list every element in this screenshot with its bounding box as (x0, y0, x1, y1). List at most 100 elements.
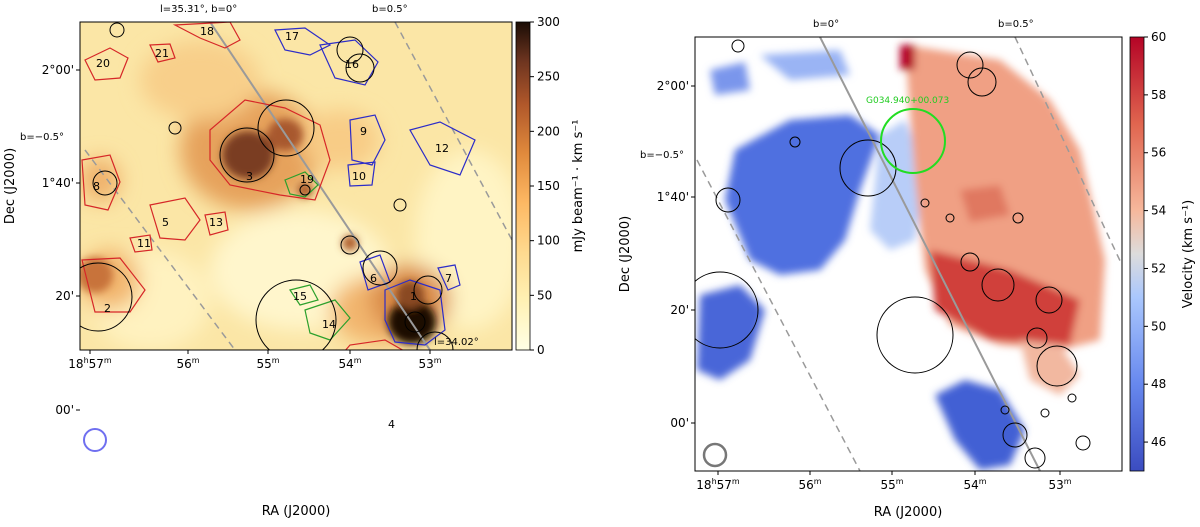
right-axes-frame (694, 36, 1123, 472)
contour-16 (319, 39, 379, 86)
highlight-source-label: G034.940+00.073 (866, 96, 949, 106)
source-circle (1002, 422, 1028, 448)
region-label-14: 14 (322, 318, 336, 331)
source-circle (960, 252, 980, 272)
right-bpos-line (1014, 37, 1122, 266)
right-label-bneg: b=−0.5° (640, 150, 684, 161)
source-circle (695, 271, 759, 349)
left-ytick-label: 00' (55, 403, 74, 417)
source-circle (92, 170, 118, 196)
right-cbar-tick-label: 48 (1151, 377, 1166, 391)
right-label-b0: b=0° (813, 19, 839, 30)
red-cloud (930, 250, 1080, 345)
left-xtick-label: 18h57m (68, 356, 112, 371)
region-label-9: 9 (360, 125, 367, 138)
left-label-bneg: b=−0.5° (20, 132, 64, 143)
contour-9 (349, 114, 386, 166)
source-circle (336, 36, 364, 64)
left-map-image (80, 22, 512, 350)
left-axes-frame (79, 21, 513, 351)
region-label-17: 17 (285, 30, 299, 43)
contour-8 (81, 154, 121, 211)
highlight-source-circle (880, 108, 946, 174)
right-ylabel: Dec (J2000) (618, 216, 633, 292)
left-xlabel: RA (J2000) (262, 504, 331, 519)
region-label-1: 1 (410, 290, 417, 303)
left-ylabel: Dec (J2000) (3, 148, 18, 224)
source-circle (715, 187, 741, 213)
source-circle (219, 127, 275, 183)
region-label-4: 4 (388, 418, 395, 431)
right-cbar-tick-label: 54 (1151, 204, 1166, 218)
region-label-11: 11 (137, 237, 151, 250)
left-label-l0: l=35.31°, b=0° (160, 4, 237, 15)
region-label-8: 8 (93, 180, 100, 193)
source-circle (255, 279, 337, 350)
left-cbar-tick-label: 250 (537, 70, 560, 84)
source-circle (1040, 408, 1050, 418)
source-circle (789, 136, 801, 148)
left-source-circles (80, 22, 469, 452)
region-label-3: 3 (246, 170, 253, 183)
region-label-16: 16 (345, 58, 359, 71)
right-cbar-tick-label: 58 (1151, 88, 1166, 102)
contour-3 (209, 99, 331, 201)
source-circle (967, 67, 997, 97)
left-beam-circle (83, 428, 107, 452)
right-xlabel: RA (J2000) (874, 505, 943, 520)
contour-12 (409, 121, 476, 176)
right-beam-circle (702, 442, 728, 468)
region-label-18: 18 (200, 25, 214, 38)
blue-cloud (710, 62, 750, 95)
source-circle (451, 352, 459, 360)
source-circle (1067, 393, 1077, 403)
contour-14 (304, 299, 351, 341)
left-xtick-label: 54m (338, 356, 361, 371)
left-cbar-tick-label: 50 (537, 288, 552, 302)
left-ytick-label: 1°40' (42, 176, 74, 190)
right-ytick-label: 20' (670, 303, 689, 317)
left-xtick-label: 53m (418, 356, 441, 371)
source-circle (981, 268, 1015, 302)
right-galactic-lines (696, 37, 1122, 471)
contour-20 (84, 47, 129, 81)
region-label-19: 19 (300, 173, 314, 186)
left-cbar-tick-label: 200 (537, 124, 560, 138)
left-bpos-line (394, 22, 512, 241)
source-circle (381, 385, 405, 409)
right-cbar-tick-label: 60 (1151, 30, 1166, 44)
source-circle (731, 39, 745, 53)
right-xtick-label: 53m (1048, 477, 1071, 492)
region-label-21: 21 (155, 47, 169, 60)
source-circle (1012, 212, 1024, 224)
source-circle (1000, 405, 1010, 415)
blue-cloud (935, 380, 1025, 470)
right-cbar-tick-label: 52 (1151, 261, 1166, 275)
right-colorbar (1129, 36, 1145, 472)
right-cbar-tick-label: 46 (1151, 435, 1166, 449)
right-xtick-label: 56m (798, 477, 821, 492)
red-cloud (960, 185, 1010, 222)
left-cbar-tick-label: 0 (537, 343, 545, 357)
region-label-13: 13 (209, 216, 223, 229)
left-colorbar (515, 21, 531, 351)
source-circle (413, 275, 443, 305)
right-xtick-label: 55m (880, 477, 903, 492)
source-circle (393, 198, 407, 212)
contour-13 (204, 211, 229, 236)
source-circle (416, 331, 454, 350)
source-circle (257, 99, 315, 157)
blue-cloud (760, 50, 850, 80)
region-label-5: 5 (162, 216, 169, 229)
source-circle (402, 432, 422, 452)
contour-10 (347, 161, 376, 187)
right-label-bpos: b=0.5° (998, 19, 1034, 30)
region-label-6: 6 (370, 272, 377, 285)
source-circle (1026, 327, 1048, 349)
right-b0-line (819, 37, 1041, 471)
red-cloud (900, 45, 915, 70)
source-circle (1024, 447, 1046, 469)
source-circle (455, 423, 469, 437)
source-circle (1035, 286, 1063, 314)
